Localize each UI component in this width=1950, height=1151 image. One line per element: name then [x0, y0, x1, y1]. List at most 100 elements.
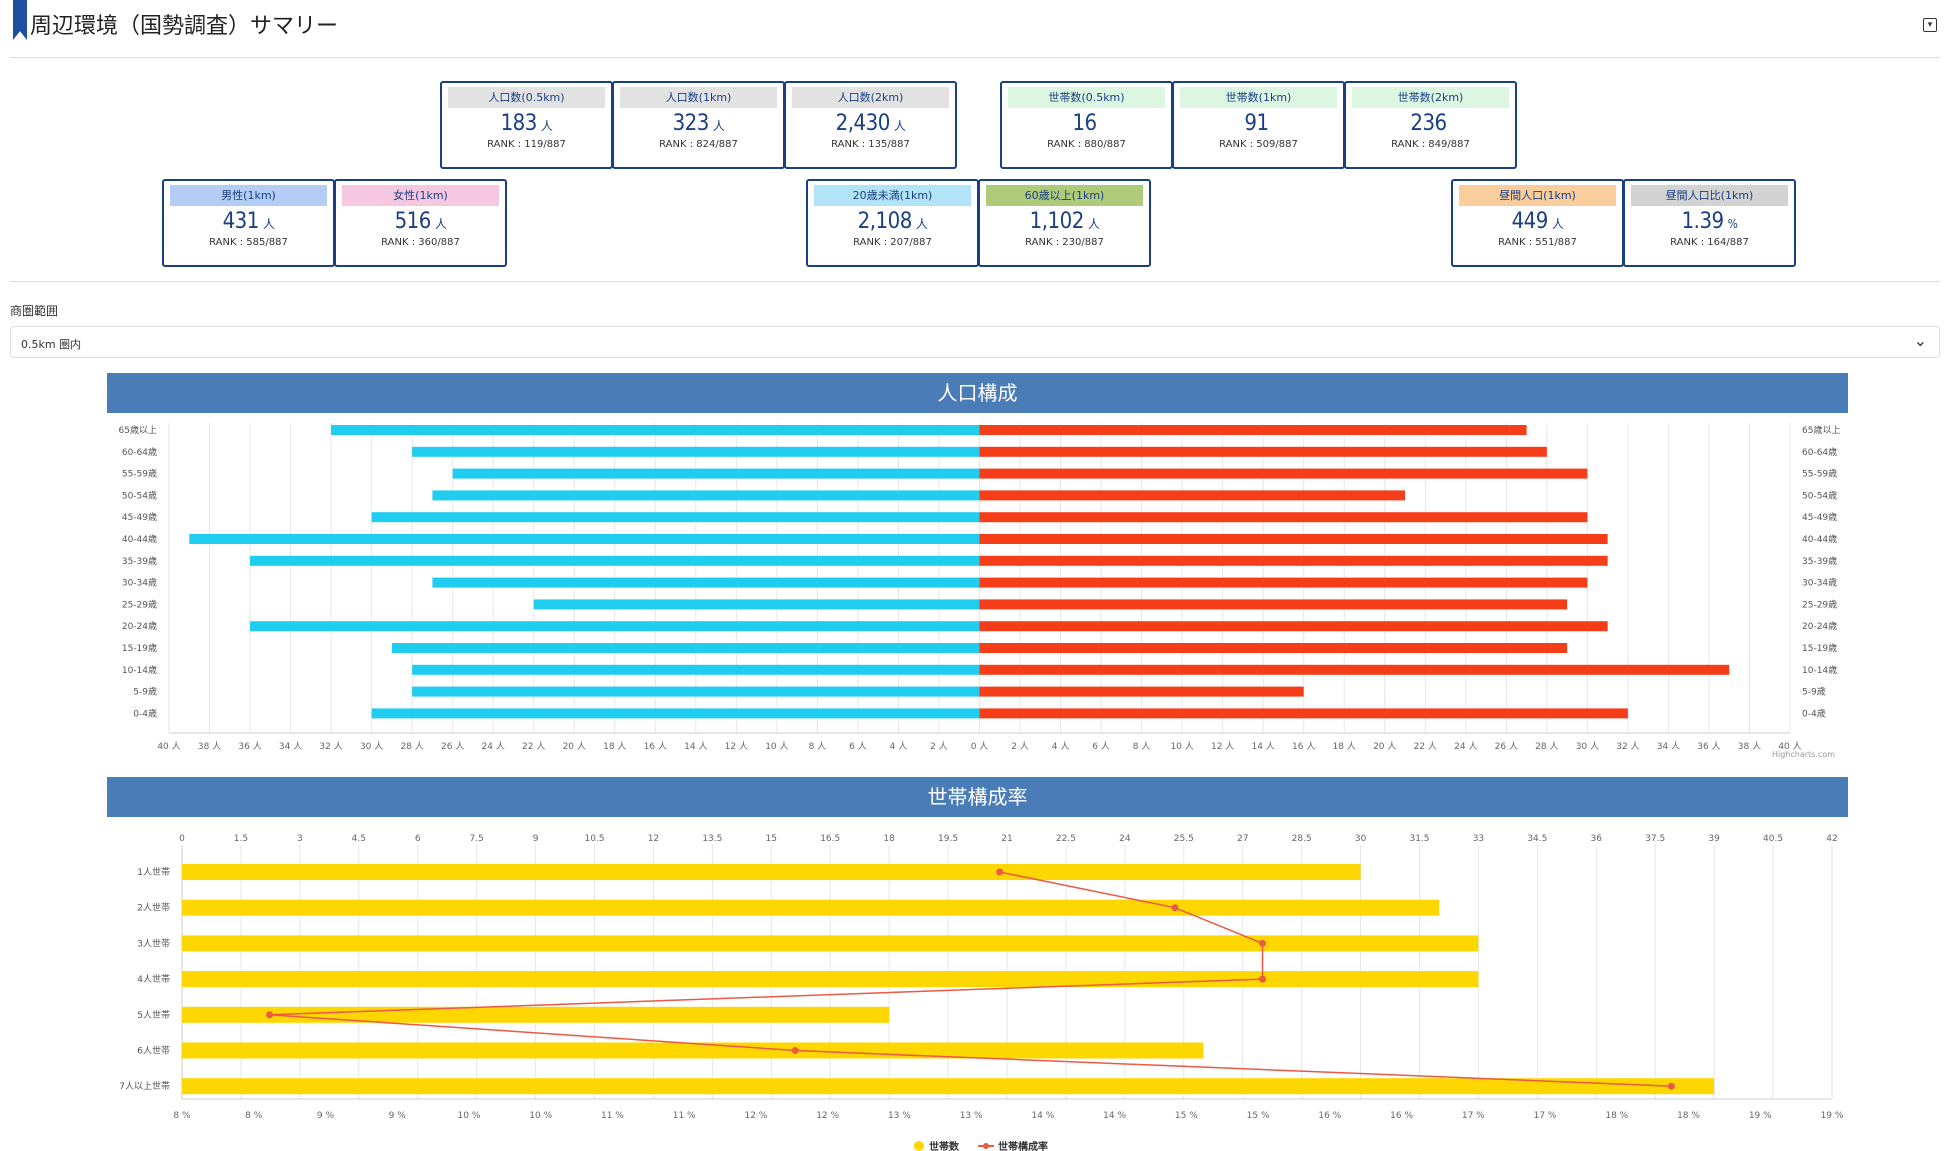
- x-bottom-tick-label: 18 %: [1677, 1111, 1700, 1121]
- stat-card: 人口数(1km) 323 人 RANK : 824/887: [612, 81, 785, 169]
- y-tick-label-left: 20-24歳: [122, 620, 157, 632]
- x-tick-label: 40 人: [157, 741, 180, 752]
- x-tick-label: 12 人: [725, 741, 748, 752]
- stat-card-value: 16: [1072, 111, 1097, 136]
- x-top-tick-label: 36: [1591, 834, 1603, 844]
- y-tick-label-left: 45-49歳: [122, 511, 157, 523]
- x-tick-label: 28 人: [400, 741, 423, 752]
- bar-male: [371, 708, 980, 719]
- stat-card-value: 236: [1410, 111, 1447, 136]
- y-tick-label-right: 5-9歳: [1802, 686, 1826, 698]
- y-tick-label-left: 15-19歳: [122, 642, 157, 654]
- population-chart-title: 人口構成: [107, 373, 1848, 413]
- bar-female: [979, 534, 1608, 544]
- x-top-tick-label: 16.5: [820, 834, 840, 844]
- bar-female: [979, 425, 1527, 435]
- y-tick-label: 3人世帯: [137, 937, 170, 949]
- x-tick-label: 18 人: [1333, 741, 1356, 752]
- x-tick-label: 10 人: [765, 741, 788, 752]
- stat-card-value: 1,102 人: [1029, 209, 1100, 234]
- stat-card-value: 183 人: [500, 111, 553, 136]
- bar-male: [533, 599, 980, 610]
- y-tick-label-right: 60-64歳: [1802, 446, 1837, 458]
- stat-card: 世帯数(0.5km) 16 RANK : 880/887: [1000, 81, 1173, 169]
- x-top-tick-label: 15: [766, 834, 777, 844]
- bar-female: [979, 490, 1406, 501]
- x-top-tick-label: 12: [648, 834, 659, 844]
- range-select[interactable]: 0.5km 圏内 ⌄: [10, 326, 1940, 358]
- x-tick-label: 2 人: [1011, 741, 1029, 752]
- x-top-tick-label: 0: [179, 834, 185, 844]
- stat-card: 60歳以上(1km) 1,102 人 RANK : 230/887: [978, 179, 1151, 267]
- x-tick-label: 24 人: [1454, 741, 1477, 752]
- x-top-tick-label: 9: [533, 834, 539, 844]
- y-tick-label-right: 25-29歳: [1802, 598, 1837, 610]
- x-top-tick-label: 4.5: [352, 834, 366, 844]
- x-top-tick-label: 37.5: [1645, 834, 1665, 844]
- stat-card-value: 91: [1244, 111, 1269, 136]
- household-bar: [182, 971, 1479, 988]
- x-top-tick-label: 33: [1473, 834, 1484, 844]
- y-tick-label-left: 5-9歳: [133, 686, 157, 698]
- x-top-tick-label: 1.5: [234, 834, 248, 844]
- x-tick-label: 12 人: [1211, 741, 1234, 752]
- stat-card-unit: 人: [1087, 217, 1100, 231]
- y-tick-label-right: 65歳以上: [1802, 424, 1840, 436]
- bar-male: [432, 577, 980, 588]
- household-bar: [182, 935, 1479, 952]
- y-tick-label-left: 40-44歳: [122, 533, 157, 545]
- x-top-tick-label: 18: [883, 834, 895, 844]
- household-ratio-point: [996, 868, 1004, 876]
- bar-female: [979, 577, 1588, 588]
- stat-card-label: 世帯数(1km): [1180, 87, 1337, 108]
- x-bottom-tick-label: 10 %: [458, 1111, 481, 1121]
- bar-male: [432, 490, 980, 501]
- stat-card-rank: RANK : 207/887: [853, 237, 932, 248]
- x-bottom-tick-label: 14 %: [1031, 1111, 1054, 1121]
- x-top-tick-label: 22.5: [1056, 834, 1076, 844]
- x-tick-label: 4 人: [1052, 741, 1070, 752]
- x-top-tick-label: 21: [1001, 834, 1012, 844]
- legend-bar-label: 世帯数: [929, 1140, 960, 1151]
- x-bottom-tick-label: 8 %: [173, 1111, 191, 1121]
- y-tick-label-right: 15-19歳: [1802, 642, 1837, 654]
- y-tick-label-right: 55-59歳: [1802, 468, 1837, 480]
- y-tick-label-right: 50-54歳: [1802, 489, 1837, 501]
- x-tick-label: 38 人: [198, 741, 221, 752]
- stat-card: 世帯数(2km) 236 RANK : 849/887: [1344, 81, 1517, 169]
- household-ratio-point: [1259, 975, 1267, 983]
- bar-female: [979, 708, 1628, 719]
- stat-card-rank: RANK : 119/887: [487, 139, 566, 150]
- y-tick-label-left: 55-59歳: [122, 468, 157, 480]
- stat-card-rank: RANK : 849/887: [1391, 139, 1470, 150]
- stat-card-label: 世帯数(0.5km): [1008, 87, 1165, 108]
- x-top-tick-label: 30: [1355, 834, 1367, 844]
- stat-card-rank: RANK : 164/887: [1670, 237, 1749, 248]
- bar-female: [979, 555, 1608, 566]
- stat-card: 男性(1km) 431 人 RANK : 585/887: [162, 179, 335, 267]
- x-tick-label: 28 人: [1535, 741, 1558, 752]
- x-tick-label: 2 人: [930, 741, 948, 752]
- x-top-tick-label: 13.5: [702, 834, 722, 844]
- y-tick-label: 6人世帯: [137, 1045, 170, 1057]
- stat-card-unit: 人: [262, 217, 275, 231]
- y-tick-label: 1人世帯: [137, 866, 170, 878]
- x-bottom-tick-label: 16 %: [1318, 1111, 1341, 1121]
- household-ratio-point: [1259, 939, 1267, 947]
- x-bottom-tick-label: 19 %: [1821, 1111, 1844, 1121]
- household-bar: [182, 864, 1361, 880]
- x-bottom-tick-label: 11 %: [673, 1111, 696, 1121]
- stat-card-unit: 人: [434, 217, 447, 231]
- x-bottom-tick-label: 17 %: [1462, 1111, 1485, 1121]
- x-tick-label: 36 人: [1697, 741, 1720, 752]
- x-bottom-tick-label: 18 %: [1605, 1111, 1628, 1121]
- y-tick-label-left: 25-29歳: [122, 598, 157, 610]
- collapse-toggle-icon[interactable]: ▾: [1923, 18, 1937, 32]
- x-bottom-tick-label: 15 %: [1247, 1111, 1270, 1121]
- x-tick-label: 24 人: [482, 741, 505, 752]
- x-tick-label: 10 人: [1170, 741, 1193, 752]
- x-top-tick-label: 27: [1237, 834, 1248, 844]
- stat-card-rank: RANK : 230/887: [1025, 237, 1104, 248]
- bar-male: [391, 643, 980, 653]
- legend-bar-marker: [914, 1141, 924, 1151]
